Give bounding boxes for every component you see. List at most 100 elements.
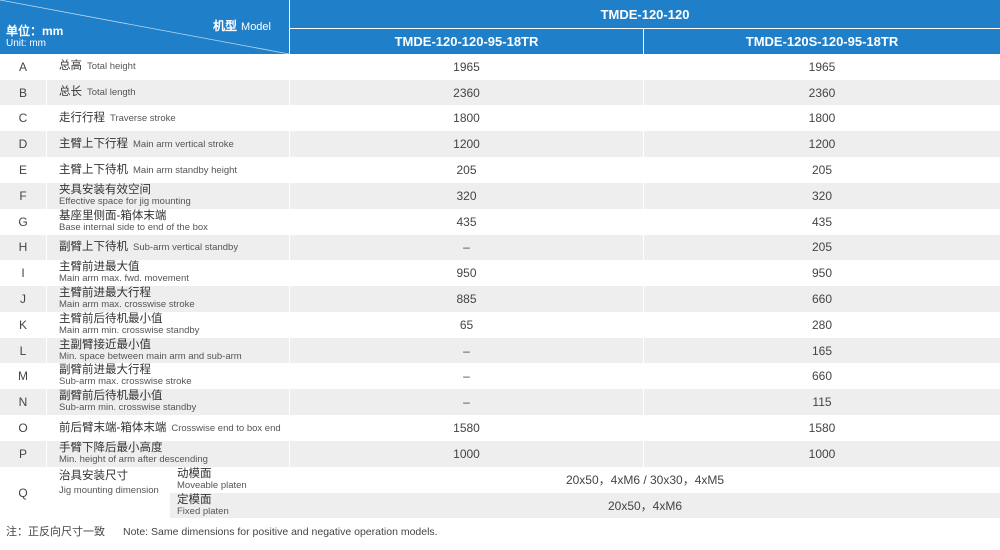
row-value-model-2: 205 — [811, 163, 833, 178]
row-value-model-2: 660 — [811, 292, 833, 307]
row-letter: P — [18, 446, 27, 461]
row-value-model-1: 435 — [456, 214, 477, 229]
column-divider-models — [643, 54, 644, 467]
fixed-platen-row: 定模面 Fixed platen 20x50，4xM6 — [170, 493, 1000, 518]
table-row: I 主臂前进最大值 Main arm max. fwd. movement 950 95… — [0, 260, 1000, 286]
unit-label-cn: 单位：mm — [6, 24, 64, 38]
moveable-platen-label-en: Moveable platen — [177, 479, 247, 491]
table-row: K 主臂前后待机最小值 Main arm min. crosswise standb… — [0, 312, 1000, 338]
row-letter: G — [18, 214, 28, 229]
table-row: G 基座里侧面-箱体末端 Base internal side to end of … — [0, 209, 1000, 235]
row-value-model-1: 2360 — [453, 85, 480, 100]
row-value-model-1: 65 — [459, 317, 474, 332]
fixed-platen-value: 20x50，4xM6 — [607, 499, 683, 513]
row-letter: H — [18, 240, 28, 255]
row-description-cn: 总高 — [59, 60, 82, 73]
row-description-en: Min. space between main arm and sub-arm — [59, 350, 242, 362]
jig-mounting-label-cn: 治具安装尺寸 — [59, 470, 128, 482]
table-row: N 副臂前后待机最小值 Sub-arm min. crosswise standby… — [0, 389, 1000, 416]
row-description-en: Main arm max. fwd. movement — [59, 273, 189, 285]
row-description-cn: 主臂上下行程 — [59, 137, 128, 150]
row-description-en: Sub-arm vertical standby — [133, 241, 239, 253]
row-description: 主臂上下行程 Main arm vertical stroke — [47, 131, 289, 157]
moveable-platen-label: 动模面 Moveable platen — [177, 467, 247, 492]
row-description-cn: 基座里侧面-箱体末端 — [59, 209, 167, 222]
row-description-cn: 主臂上下待机 — [59, 163, 128, 176]
model-label-en: Model — [241, 21, 271, 33]
table-row: H 副臂上下待机 Sub-arm vertical standby – 205 — [0, 234, 1000, 261]
table-row: D 主臂上下行程 Main arm vertical stroke 1200 1200 — [0, 131, 1000, 158]
table-row: E 主臂上下待机 Main arm standby height 205 205 — [0, 157, 1000, 183]
row-value-model-2: 1200 — [808, 137, 836, 152]
row-description: 主副臂接近最小值 Min. space between main arm and … — [47, 338, 289, 364]
fixed-platen-label: 定模面 Fixed platen — [177, 493, 229, 518]
row-value-model-2: 2360 — [808, 85, 836, 100]
row-value-model-2: 1000 — [808, 446, 836, 461]
row-description: 主臂上下待机 Main arm standby height — [47, 157, 289, 183]
row-description-cn: 主臂前后待机最小值 — [59, 312, 163, 325]
row-description-en: Crosswise end to box end — [171, 422, 281, 434]
row-letter: O — [18, 421, 28, 436]
moveable-platen-row: 动模面 Moveable platen 20x50，4xM6 / 30x30，4… — [170, 467, 1000, 492]
row-value-model-2: 950 — [811, 266, 833, 281]
row-value-model-1: 950 — [456, 266, 477, 281]
row-description: 前后臂末端-箱体末端 Crosswise end to box end — [47, 415, 289, 441]
row-value-model-2: 1965 — [808, 59, 836, 74]
model-label-cn: 机型 — [213, 19, 238, 33]
table-row: P 手臂下降后最小高度 Min. height of arm after desce… — [0, 441, 1000, 467]
row-description-en: Total length — [87, 87, 136, 99]
row-value-model-2: 1800 — [808, 111, 836, 126]
footnote-cn: 注：正反向尺寸一致 — [6, 526, 105, 538]
header-diagonal-divider — [0, 0, 289, 54]
row-description: 总高 Total height — [47, 54, 289, 80]
row-value-model-1: 1965 — [453, 59, 480, 74]
row-description: 主臂前进最大值 Main arm max. fwd. movement — [47, 260, 289, 286]
row-letter: E — [18, 163, 27, 178]
column-divider-letter — [46, 54, 47, 467]
row-description-cn: 总长 — [59, 86, 82, 99]
row-letter: A — [18, 59, 27, 74]
row-description: 基座里侧面-箱体末端 Base internal side to end of t… — [47, 209, 289, 235]
row-value-model-2: 115 — [812, 395, 832, 410]
row-description-en: Sub-arm min. crosswise standby — [59, 402, 197, 414]
row-description-en: Base internal side to end of the box — [59, 221, 208, 233]
row-letter: B — [18, 85, 27, 100]
row-description-cn: 主副臂接近最小值 — [59, 338, 151, 351]
row-letter: F — [19, 188, 27, 203]
row-value-model-2: 205 — [811, 240, 833, 255]
row-description-en: Main arm min. crosswise standby — [59, 324, 200, 336]
row-letter: C — [18, 111, 28, 126]
row-value-model-2: 660 — [811, 369, 833, 384]
row-value-model-1: 320 — [456, 188, 477, 203]
row-value-model-1: – — [463, 343, 470, 358]
table-row: L 主副臂接近最小值 Min. space between main arm and… — [0, 337, 1000, 364]
row-description: 副臂前后待机最小值 Sub-arm min. crosswise standby — [47, 389, 289, 415]
table-row: M 副臂前进最大行程 Sub-arm max. crosswise stroke – 6… — [0, 364, 1000, 390]
row-description-en: Effective space for jig mounting — [59, 195, 191, 207]
row-description-cn: 走行行程 — [59, 111, 105, 124]
row-description-cn: 主臂前进最大值 — [59, 261, 140, 274]
row-letter: K — [18, 317, 27, 332]
row-letter: D — [18, 137, 28, 152]
fixed-platen-label-cn: 定模面 — [177, 493, 212, 506]
model-label: 机型 Model — [213, 17, 271, 34]
row-description: 主臂前进最大行程 Main arm max. crosswise stroke — [47, 286, 289, 312]
row-value-model-1: 1580 — [453, 421, 480, 436]
table-row: B 总长 Total length 2360 2360 — [0, 79, 1000, 106]
row-description-cn: 手臂下降后最小高度 — [59, 441, 163, 454]
footnote-en: Note: Same dimensions for positive and n… — [123, 526, 438, 538]
row-letter: L — [19, 343, 27, 358]
row-value-model-2: 435 — [811, 214, 833, 229]
header-unit-cell: 机型 Model 单位：mm Unit: mm — [0, 0, 289, 54]
table-row: J 主臂前进最大行程 Main arm max. crosswise stroke 8… — [0, 286, 1000, 312]
row-letter: M — [18, 369, 28, 384]
row-value-model-2: 165 — [811, 343, 833, 358]
row-letter: I — [21, 266, 25, 281]
table-row: O 前后臂末端-箱体末端 Crosswise end to box end 1580 1… — [0, 415, 1000, 441]
moveable-platen-label-cn: 动模面 — [177, 467, 212, 480]
jig-mounting-label-en: Jig mounting dimension — [59, 485, 159, 496]
row-description: 夹具安装有效空间 Effective space for jig mounting — [47, 183, 289, 209]
row-value-model-1: 1000 — [453, 446, 480, 461]
row-value-model-1: – — [463, 369, 470, 384]
row-value-model-1: – — [463, 395, 470, 410]
